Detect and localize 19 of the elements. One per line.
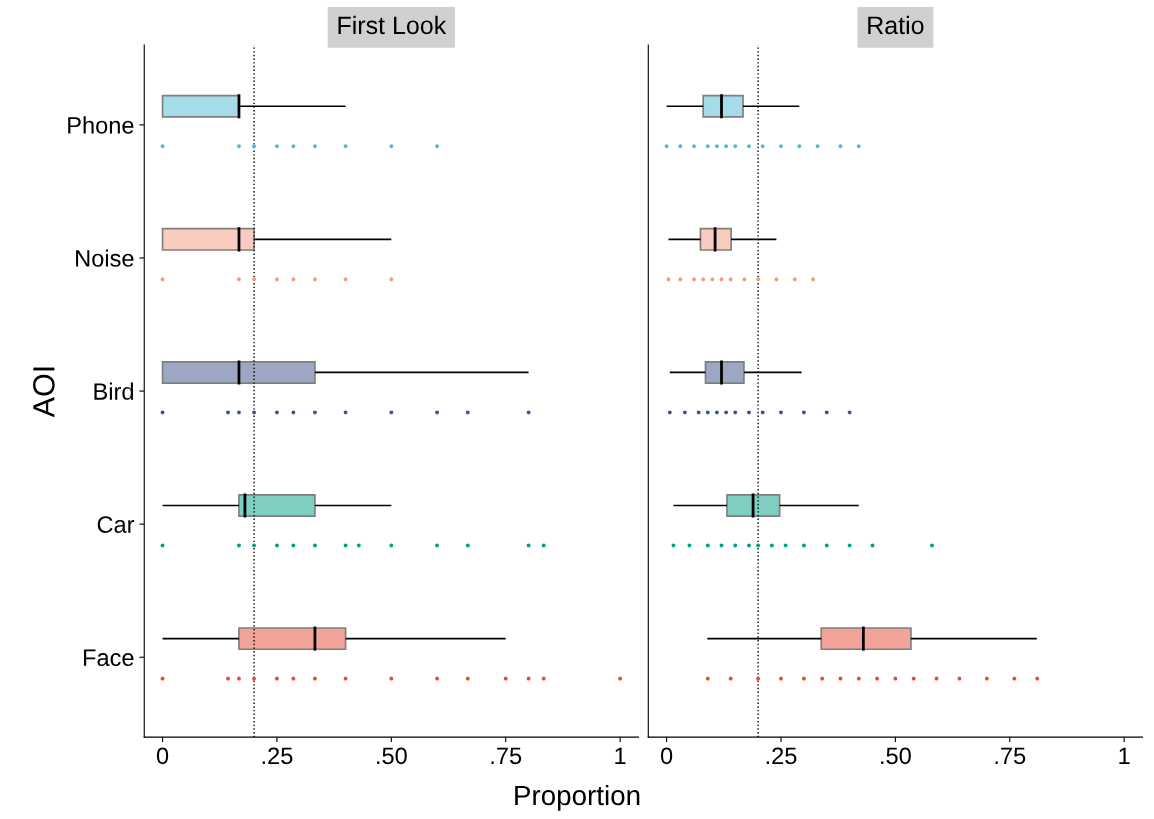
y-tick-label: Face bbox=[83, 649, 134, 667]
y-tick-label: Noise bbox=[76, 249, 134, 267]
x-tick-label: .25 bbox=[766, 747, 797, 765]
x-tick-label: .50 bbox=[377, 747, 407, 765]
x-tick-label: .50 bbox=[881, 747, 911, 765]
y-tick-label: Bird bbox=[94, 382, 134, 400]
y-axis-title: AOI bbox=[33, 367, 55, 418]
x-tick-label: .75 bbox=[491, 747, 522, 765]
chart-title: Ratio bbox=[868, 15, 924, 35]
y-tick-label: Phone bbox=[68, 116, 134, 134]
y-tick-label: Car bbox=[97, 516, 135, 533]
x-tick-label: .25 bbox=[262, 747, 293, 765]
x-tick-label: .75 bbox=[995, 747, 1026, 765]
chart-title: First Look bbox=[338, 15, 447, 35]
x-tick-label: 1 bbox=[615, 747, 626, 764]
x-tick-label: 1 bbox=[1119, 747, 1130, 764]
x-tick-label: 0 bbox=[660, 747, 673, 765]
x-tick-label: 0 bbox=[156, 747, 169, 765]
x-axis-title: Proportion bbox=[515, 784, 640, 811]
